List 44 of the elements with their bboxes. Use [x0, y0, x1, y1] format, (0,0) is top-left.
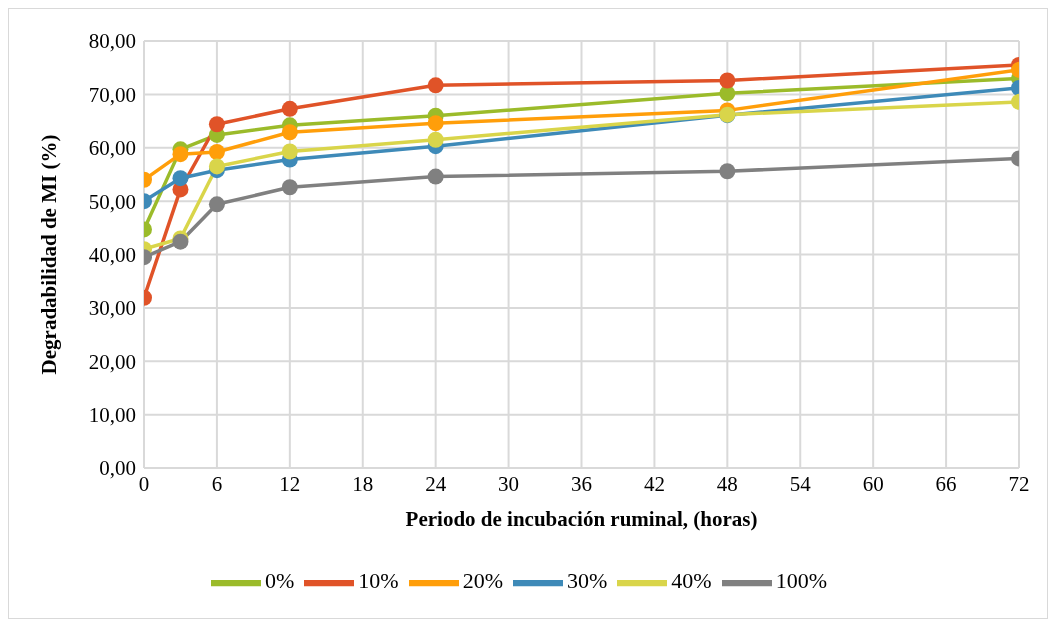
- point: [281, 179, 298, 196]
- y-tick-label: 80,00: [88, 29, 136, 54]
- x-tick-label: 72: [1008, 471, 1030, 496]
- point: [172, 146, 189, 163]
- point: [172, 170, 189, 187]
- legend-label: 0%: [265, 568, 295, 594]
- point: [208, 144, 225, 161]
- point: [281, 100, 298, 117]
- y-tick-label: 20,00: [88, 349, 136, 374]
- point: [281, 124, 298, 141]
- x-tick-label: 42: [643, 471, 665, 496]
- point: [427, 77, 444, 94]
- x-tick-label: 54: [789, 471, 812, 496]
- x-tick-label: 24: [425, 471, 447, 496]
- x-tick-label: 0: [138, 471, 150, 496]
- point: [427, 168, 444, 185]
- point: [281, 143, 298, 160]
- y-tick-label: 0,00: [99, 456, 136, 481]
- legend-label: 100%: [775, 568, 827, 594]
- legend-label: 40%: [671, 568, 712, 594]
- x-tick-label: 6: [211, 471, 223, 496]
- y-tick-label: 70,00: [88, 82, 136, 107]
- x-tick-label: 30: [498, 471, 520, 496]
- y-tick-label: 60,00: [88, 136, 136, 161]
- point: [208, 116, 225, 133]
- y-tick-label: 30,00: [88, 296, 136, 321]
- x-tick-label: 60: [862, 471, 884, 496]
- y-tick-label: 50,00: [88, 189, 136, 214]
- y-tick-label: 10,00: [88, 403, 136, 428]
- legend-label: 30%: [567, 568, 608, 594]
- x-tick-label: 48: [716, 471, 738, 496]
- y-tick-label: 40,00: [88, 242, 136, 267]
- x-tick-label: 12: [279, 471, 301, 496]
- point: [208, 196, 225, 213]
- point: [427, 115, 444, 132]
- point: [427, 131, 444, 148]
- x-tick-label: 36: [571, 471, 592, 496]
- y-axis-title: Degradabilidad de MI (%): [37, 134, 62, 375]
- x-tick-label: 66: [935, 471, 957, 496]
- x-tick-label: 18: [352, 471, 374, 496]
- legend-label: 20%: [462, 568, 503, 594]
- legend-label: 10%: [358, 568, 399, 594]
- x-axis-title: Periodo de incubación ruminal, (horas): [405, 507, 758, 531]
- point: [208, 158, 225, 175]
